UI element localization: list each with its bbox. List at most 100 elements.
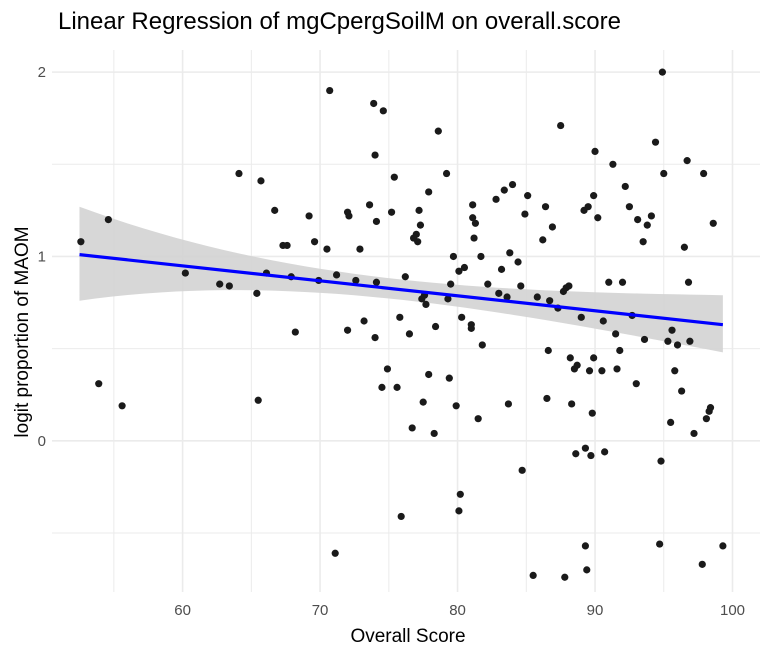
data-point [455,507,463,515]
data-point [372,278,381,286]
data-point [640,335,649,344]
data-point [506,249,514,257]
data-point [425,188,433,196]
data-point [471,219,480,227]
data-point [405,330,414,338]
data-point [706,404,715,412]
data-point [678,387,686,395]
data-point [378,383,386,391]
data-point [470,234,478,242]
data-point [618,278,627,286]
data-point [700,169,708,178]
major-gridlines [52,50,760,592]
data-point [323,245,331,253]
data-point [719,542,727,550]
data-point [497,265,506,273]
data-point [504,400,513,408]
data-point [548,223,557,231]
data-point [581,444,590,452]
chart-title: Linear Regression of mgCpergSoilM on ove… [58,8,621,35]
data-point [521,210,529,218]
data-point [503,293,511,301]
data-point [283,241,291,250]
data-point [104,216,112,224]
data-point [667,418,675,426]
data-point [573,361,581,369]
data-point [690,429,698,438]
data-point [360,317,368,325]
confidence-band-layer [79,206,723,353]
data-point [668,326,676,334]
data-point [225,282,233,290]
data-point [372,217,381,226]
minor-gridlines [52,50,760,592]
regression-line [79,253,724,327]
data-point [557,121,565,130]
data-point [664,337,672,345]
confidence-band [79,206,723,353]
data-point [458,313,466,321]
data-point [305,212,313,220]
data-point [639,238,647,246]
data-point [430,429,438,438]
data-point [345,212,353,220]
data-point [310,238,319,246]
data-point [365,201,374,209]
y-axis-title: logit proportion of MAOM [12,226,33,437]
data-point [566,354,574,362]
data-point [594,214,602,222]
data-point [577,313,585,321]
data-point [656,540,664,548]
data-point [601,448,609,456]
data-point [587,451,595,460]
data-point [445,374,453,382]
data-point [460,263,469,272]
data-point [383,365,392,373]
y-tick-label: 1 [38,248,46,265]
data-point [599,317,607,325]
data-point [568,400,576,408]
data-point [625,203,633,211]
data-point [588,409,596,417]
data-points [77,68,727,581]
data-point [431,322,440,331]
data-point [181,269,189,277]
data-point [449,252,458,261]
data-point [632,380,640,388]
data-point [643,221,651,229]
data-point [709,219,717,227]
x-tick-label: 60 [174,602,191,619]
data-point [444,295,452,303]
data-point [326,86,334,95]
data-point [477,252,485,261]
data-point [371,151,379,159]
data-point [469,214,477,222]
data-point [518,466,526,474]
data-point [95,380,103,388]
data-point [524,192,532,200]
data-point [561,573,569,581]
data-point [647,212,655,220]
data-point [660,169,668,178]
data-point [434,127,442,135]
data-point [253,289,261,297]
data-point [456,490,464,498]
data-point [585,367,594,375]
data-point [254,396,262,404]
data-point [447,280,455,288]
data-point [371,333,379,342]
data-point [419,398,427,406]
data-point [271,206,279,214]
data-point [332,271,341,279]
data-point [621,182,629,191]
x-axis-ticks: 60 70 80 90 100 [174,602,745,619]
data-point [455,267,463,275]
data-point [77,238,85,246]
data-point [452,402,460,410]
data-point [583,566,591,574]
data-point [370,99,378,108]
data-point [590,192,598,200]
data-point [657,457,665,465]
data-point [442,169,451,178]
data-point [401,273,409,281]
